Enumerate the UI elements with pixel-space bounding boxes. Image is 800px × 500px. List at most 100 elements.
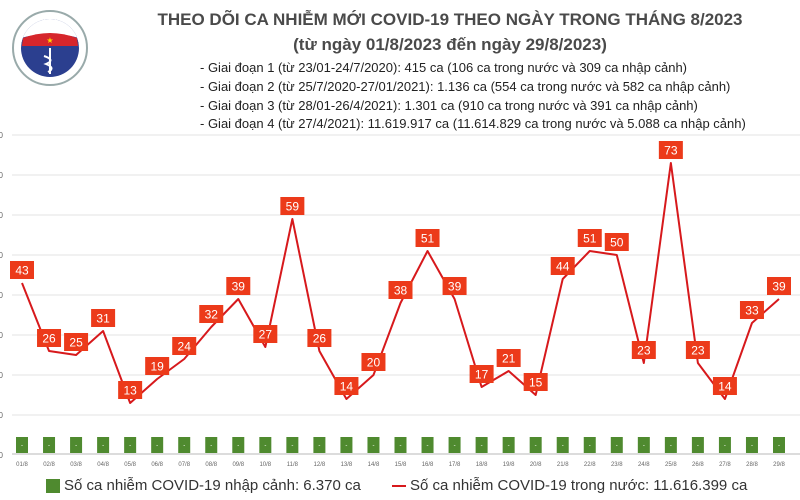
data-label-box [739,301,764,319]
data-label: 38 [394,284,408,298]
data-label-box [415,229,440,247]
x-tick-label: 24/8 [638,462,650,468]
x-tick-label: 28/8 [746,462,758,468]
x-tick-label: 08/8 [205,462,217,468]
x-tick-label: 09/8 [232,462,244,468]
bar-imported [718,437,731,453]
bar-data-label: - [400,443,402,449]
bar-data-label: - [454,443,456,449]
bar-imported [205,437,218,453]
bar-data-label: - [183,443,185,449]
data-label: 24 [178,340,192,354]
y-tick-label: 80 [0,131,4,140]
bar-imported [367,437,380,453]
bar-imported [664,437,677,453]
ministry-of-health-logo: ★ [12,10,88,86]
data-label: 51 [421,232,435,246]
x-tick-label: 26/8 [692,462,704,468]
bar-imported [286,437,299,453]
data-label-box [577,229,602,247]
legend-imported-label: Số ca nhiễm COVID-19 nhập cảnh: 6.370 ca [64,477,361,494]
bar-imported [529,437,542,453]
data-label: 14 [718,380,732,394]
data-label-box [604,233,629,251]
note-phase-3: - Giai đoạn 3 (từ 28/01-26/4/2021): 1.30… [200,98,698,113]
data-label-box [10,261,34,279]
bar-imported [313,437,326,453]
data-label: 17 [475,368,489,382]
x-tick-label: 29/8 [773,462,785,468]
x-tick-label: 22/8 [584,462,596,468]
data-label: 26 [42,332,56,346]
bar-imported [124,437,137,453]
data-label: 25 [69,336,83,350]
x-tick-label: 27/8 [719,462,731,468]
data-label: 39 [772,280,786,294]
data-label-box [91,309,116,327]
x-tick-label: 11/8 [287,462,299,468]
data-label-box [388,281,413,299]
bar-imported [70,437,83,453]
bar-data-label: - [129,443,131,449]
x-tick-label: 13/8 [341,462,353,468]
x-tick-label: 01/8 [16,462,28,468]
data-label: 39 [232,280,246,294]
bar-data-label: - [291,443,293,449]
chart-plot: 0 10 20 30 40 50 60 70 80 - 01/8 - 02/8 - 03/8 - 04/8 - 05… [0,131,800,468]
data-label-box [253,325,278,343]
data-label: 13 [123,384,137,398]
data-label-box [523,373,548,391]
x-tick-label: 14/8 [368,462,380,468]
bar-imported [502,437,515,453]
x-tick-label: 10/8 [259,462,271,468]
bar-imported [232,437,245,453]
x-tick-label: 03/8 [70,462,82,468]
data-label-box [550,257,575,275]
bar-imported [773,437,785,453]
bar-imported [691,437,704,453]
bar-imported [448,437,461,453]
bar-imported [583,437,596,453]
data-label: 33 [745,304,759,318]
x-tick-label: 07/8 [178,462,190,468]
chart-subtitle: (từ ngày 01/8/2023 đến ngày 29/8/2023) [293,35,607,54]
data-label: 43 [15,264,29,278]
data-label-box [334,377,359,395]
bar-imported [421,437,434,453]
data-label: 15 [529,376,543,390]
legend-imported: Số ca nhiễm COVID-19 nhập cảnh: 6.370 ca [46,477,361,494]
x-tick-label: 19/8 [503,462,515,468]
x-tick-label: 18/8 [476,462,488,468]
y-tick-label: 70 [0,171,4,180]
data-label: 19 [150,360,164,374]
bar-data-label: - [562,443,564,449]
y-tick-label: 50 [0,251,4,260]
bar-data-label: - [21,443,23,449]
data-label-box [118,381,143,399]
bar-imported [637,437,650,453]
bar-imported [340,437,353,453]
data-label: 27 [259,328,273,342]
bar-imported [97,437,110,453]
data-label-box [280,197,305,215]
bar-data-label: - [535,443,537,449]
x-tick-label: 16/8 [422,462,434,468]
data-label-box [172,337,197,355]
note-phase-1: - Giai đoạn 1 (từ 23/01-24/7/2020): 415 … [200,60,688,75]
bar-data-label: - [643,443,645,449]
bar-data-label: - [237,443,239,449]
bar-imported [556,437,569,453]
legend-swatch-green [46,478,60,493]
data-label: 26 [313,332,327,346]
y-tick-label: 40 [0,291,4,300]
legend-domestic-label: Số ca nhiễm COVID-19 trong nước: 11.616.… [410,477,748,494]
bar-data-label: - [156,443,158,449]
data-label-box [442,277,467,295]
y-tick-label: 0 [0,451,4,460]
x-tick-label: 21/8 [557,462,569,468]
chart-title: THEO DÕI CA NHIỄM MỚI COVID-19 THEO NGÀY… [157,10,743,29]
x-tick-label: 12/8 [314,462,326,468]
data-label-box [631,341,656,359]
x-tick-label: 23/8 [611,462,623,468]
x-tick-label: 02/8 [43,462,55,468]
